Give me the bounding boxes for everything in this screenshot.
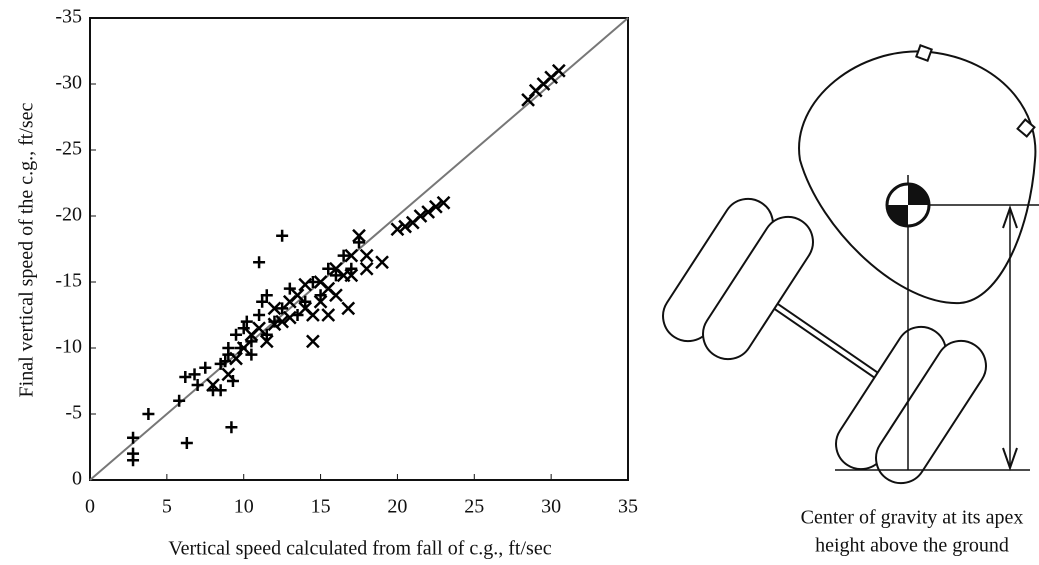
cross-point: [341, 301, 356, 316]
cross-point: [551, 63, 566, 78]
plus-point: [127, 447, 140, 460]
y-axis-label: Final vertical speed of the c.g., ft/sec: [16, 102, 38, 397]
plus-point: [353, 236, 365, 249]
cross-point: [290, 288, 305, 303]
cross-point: [390, 222, 405, 237]
cross-point: [329, 288, 343, 303]
cross-point: [275, 314, 290, 329]
cross-point: [352, 228, 366, 243]
cross-point: [236, 341, 251, 355]
plus-point: [345, 262, 358, 275]
plus-point: [245, 348, 258, 361]
y-tick-label: -15: [55, 270, 82, 292]
plus-point: [179, 371, 192, 384]
cross-point: [359, 248, 374, 263]
x-axis-label: Vertical speed calculated from fall of c…: [168, 538, 551, 560]
plus-point: [253, 256, 266, 269]
plus-point: [299, 295, 312, 308]
cross-point: [267, 317, 282, 332]
plus-point: [283, 282, 296, 295]
plus-point: [225, 421, 238, 434]
y-tick-label: -20: [55, 204, 82, 226]
cross-point: [321, 308, 336, 322]
arrow-heads: [1002, 204, 1018, 472]
y-tick-label: -25: [55, 138, 82, 160]
plus-point: [142, 408, 155, 420]
plus-point: [260, 328, 273, 341]
diagram-caption: Center of gravity at its apex: [801, 507, 1024, 529]
y-tick-label: 0: [72, 468, 82, 490]
plus-point: [173, 394, 186, 407]
cross-point: [306, 334, 320, 349]
cross-point: [428, 199, 443, 214]
cross-point: [267, 301, 282, 316]
y-tick-label: -5: [65, 402, 82, 424]
plus-point: [314, 289, 327, 302]
plus-point: [191, 378, 204, 391]
plus-point: [180, 437, 193, 450]
x-tick-label: 10: [234, 496, 254, 518]
plus-point: [260, 289, 273, 302]
plus-point: [276, 302, 289, 315]
cross-point: [252, 321, 266, 336]
plus-point: [214, 384, 227, 397]
tire: [875, 339, 987, 485]
plus-point: [256, 295, 269, 308]
plus-point: [329, 269, 342, 282]
tire: [702, 215, 814, 361]
cross-point: [398, 219, 412, 234]
cross-point: [229, 351, 243, 366]
x-tick-label: 20: [387, 496, 407, 518]
cross-point: [259, 334, 274, 349]
plus-point: [222, 342, 235, 354]
diagram-caption: height above the ground: [815, 535, 1009, 557]
x-tick-label: 25: [464, 496, 484, 518]
plus-point: [237, 322, 250, 335]
cross-point: [421, 205, 436, 219]
x-tick-label: 5: [162, 496, 172, 518]
y-tick-label: -30: [55, 72, 82, 94]
plus-point: [230, 328, 243, 341]
plus-point: [226, 375, 239, 387]
cross-point: [344, 248, 359, 263]
plus-point: [240, 315, 253, 328]
x-tick-label: 15: [311, 496, 331, 518]
cross-point: [375, 255, 389, 270]
cross-point: [221, 367, 236, 382]
plus-point: [337, 249, 350, 262]
plus-point: [199, 361, 212, 374]
plus-point: [188, 368, 201, 381]
vehicle-body: [798, 50, 1037, 305]
body-marker: [915, 44, 933, 62]
cross-point: [359, 261, 374, 276]
cross-point: [206, 378, 220, 392]
cross-point: [436, 195, 451, 210]
plus-point: [253, 309, 266, 321]
plus-point: [276, 229, 289, 242]
plot-frame: [89, 17, 629, 481]
plus-point: [245, 335, 258, 348]
cross-point: [282, 310, 297, 325]
cross-point: [413, 209, 428, 223]
x-tick-label: 35: [618, 496, 638, 518]
plus-point: [219, 355, 232, 368]
vehicle-diagram: [662, 44, 1039, 485]
x-tick-label: 0: [85, 496, 95, 518]
cg-quarters: [887, 184, 929, 226]
cross-point: [344, 268, 359, 283]
body-marker: [1016, 118, 1036, 138]
cross-point: [298, 277, 313, 292]
x-tick-label: 30: [541, 496, 561, 518]
y-tick-label: -35: [55, 6, 82, 28]
cross-point: [306, 308, 320, 322]
y-tick-label: -10: [55, 336, 82, 358]
cross-point: [313, 294, 328, 309]
plus-point: [127, 431, 140, 444]
plus-point: [322, 262, 335, 275]
